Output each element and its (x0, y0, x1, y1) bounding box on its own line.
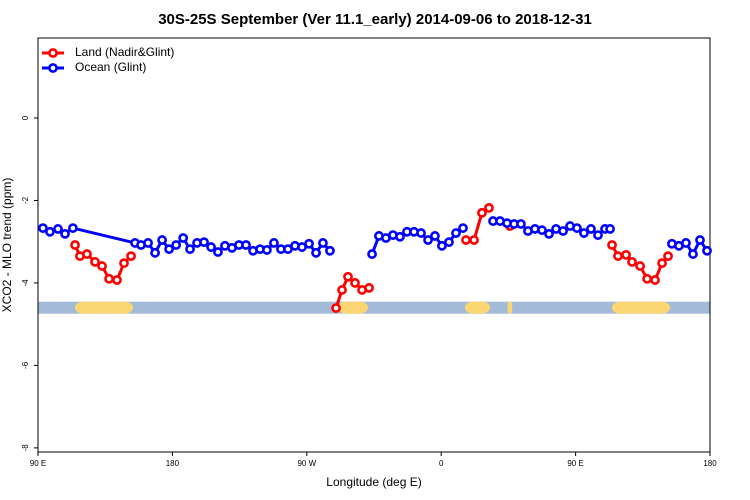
series-marker (269, 238, 279, 248)
series-marker (126, 251, 136, 262)
series-marker (311, 247, 321, 258)
series-marker (605, 224, 615, 234)
series-marker (45, 226, 55, 237)
series-marker (437, 240, 447, 251)
series-marker (444, 237, 454, 248)
series-marker (97, 261, 107, 271)
series-marker (613, 251, 623, 262)
x-tick-label: 180 (703, 459, 717, 468)
series-marker (621, 249, 631, 260)
series-marker (586, 224, 596, 234)
plot-frame (37, 37, 711, 453)
series-marker (199, 237, 209, 248)
series-marker (82, 249, 92, 259)
land-segment (75, 301, 133, 314)
y-tick-label: -2 (21, 196, 30, 204)
series-marker (178, 233, 189, 243)
y-axis-label: XCO2 - MLO trend (ppm) (0, 178, 14, 313)
series-marker (53, 224, 63, 234)
series-marker (451, 228, 461, 238)
series-marker (650, 275, 660, 285)
x-tick-label: 90 W (297, 459, 316, 468)
series-marker (185, 244, 195, 255)
series-marker (70, 240, 80, 250)
series-marker (143, 238, 153, 248)
series-marker (430, 231, 440, 241)
series-marker (350, 278, 360, 288)
series-marker (325, 245, 335, 256)
series-marker (304, 238, 314, 249)
legend-label: Ocean (Glint) (75, 60, 146, 74)
series-marker (112, 275, 122, 285)
series-marker (60, 228, 70, 239)
x-axis-label: Longitude (deg E) (326, 475, 421, 489)
series-marker (663, 251, 673, 262)
series-marker (262, 245, 272, 255)
legend-label: Land (Nadir&Glint) (75, 45, 174, 59)
series-marker (241, 240, 251, 250)
series-marker (477, 207, 487, 218)
series-marker (702, 245, 712, 256)
x-tick-label: 0 (439, 459, 444, 468)
series-marker (688, 249, 698, 259)
series-marker (150, 247, 160, 258)
legend-marker (48, 48, 58, 58)
series-marker (484, 202, 494, 213)
series-marker (458, 223, 468, 233)
series-marker (537, 225, 547, 236)
series-marker (318, 238, 328, 248)
series-marker (68, 223, 78, 233)
x-tick-label: 180 (166, 459, 180, 468)
land-segment (338, 301, 369, 314)
y-tick-label: -4 (21, 279, 30, 287)
series-marker (469, 235, 479, 245)
series-marker (423, 235, 433, 245)
x-tick-label: 90 E (30, 459, 46, 468)
land-segment (507, 301, 513, 314)
series-marker (416, 228, 426, 238)
series-marker (104, 273, 114, 284)
x-tick-label: 90 E (567, 459, 583, 468)
series-marker (164, 244, 175, 255)
y-tick-label: -8 (21, 444, 30, 452)
chart-title: 30S-25S September (Ver 11.1_early) 2014-… (158, 11, 592, 28)
series-marker (695, 235, 705, 245)
series-marker (337, 285, 347, 295)
land-segment (612, 301, 670, 314)
series-marker (213, 247, 223, 257)
series-marker (119, 258, 129, 269)
series-marker (544, 228, 554, 239)
series-marker (516, 219, 526, 229)
series-marker (395, 231, 405, 242)
series-marker (579, 228, 589, 238)
series-marker (593, 230, 603, 241)
series-marker (38, 223, 48, 233)
series-marker (558, 226, 568, 236)
series-marker (607, 240, 617, 250)
land-segment (464, 301, 491, 314)
series-marker (157, 235, 167, 245)
series-marker (364, 282, 374, 293)
series-marker (461, 235, 471, 245)
series-marker (343, 271, 353, 282)
series (38, 216, 712, 259)
series-marker (627, 257, 637, 267)
y-tick-label: 0 (21, 115, 30, 120)
series-marker (206, 242, 216, 252)
series-marker (367, 249, 377, 259)
series-marker (90, 257, 100, 267)
ocean-band (38, 301, 710, 314)
series-marker (572, 223, 582, 233)
series-marker (171, 240, 182, 250)
series-marker (635, 261, 646, 271)
series-marker (331, 303, 341, 313)
series-marker (657, 258, 667, 269)
series-marker (681, 238, 691, 248)
y-tick-label: -6 (21, 361, 30, 369)
legend-marker (48, 63, 58, 73)
series-marker (642, 273, 653, 284)
